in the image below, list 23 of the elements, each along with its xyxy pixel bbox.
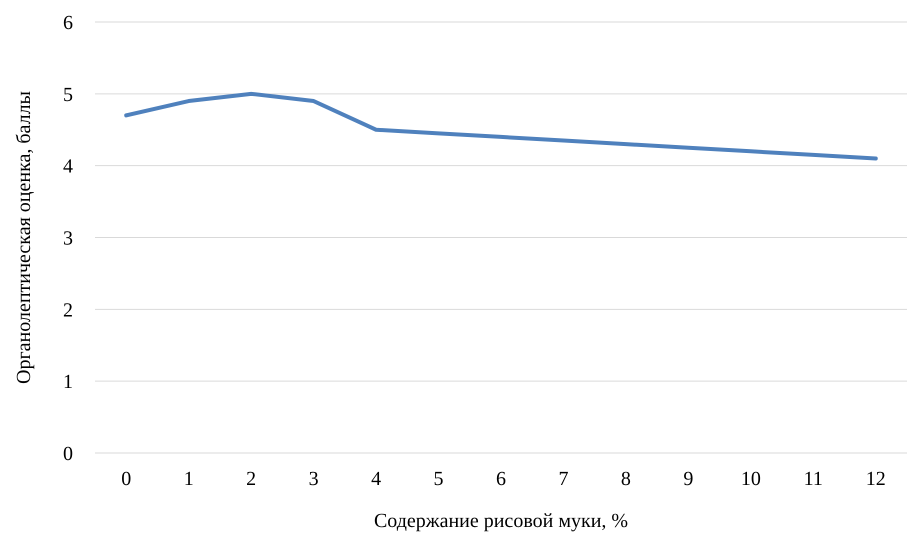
x-tick-label: 10 [740,468,761,490]
x-tick-label: 7 [558,468,568,490]
x-tick-label: 1 [184,468,194,490]
x-axis-title: Содержание рисовой муки, % [374,510,628,532]
x-tick-label: 8 [620,468,631,490]
x-tick-label: 5 [434,468,444,490]
x-tick-label: 6 [496,468,506,490]
x-tick-label: 4 [371,468,382,490]
x-tick-label: 9 [683,468,694,490]
y-tick-label: 6 [63,12,73,34]
y-tick-label: 3 [63,228,73,250]
y-tick-label: 1 [63,371,73,394]
x-tick-label: 2 [246,468,256,490]
y-axis-title: Органолептическая оценка, баллы [13,91,35,384]
x-tick-label: 0 [121,468,132,490]
y-tick-label: 2 [63,299,73,322]
y-tick-label: 4 [63,156,73,178]
y-tick-label: 0 [63,443,73,465]
y-tick-label: 5 [63,84,73,106]
line-series [124,92,878,160]
x-tick-label: 12 [866,468,886,490]
x-tick-label: 11 [804,468,823,490]
x-tick-label: 3 [308,468,319,490]
